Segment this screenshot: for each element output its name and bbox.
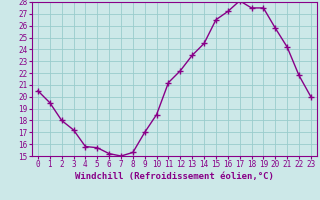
X-axis label: Windchill (Refroidissement éolien,°C): Windchill (Refroidissement éolien,°C) xyxy=(75,172,274,181)
